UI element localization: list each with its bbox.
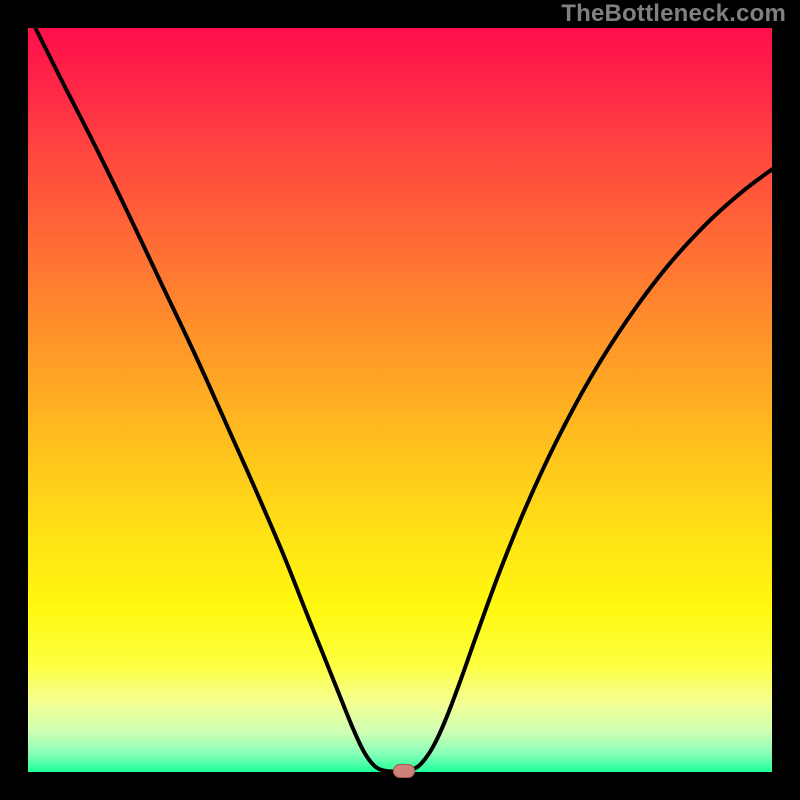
watermark-text: TheBottleneck.com: [561, 0, 786, 28]
chart-frame: TheBottleneck.com: [0, 0, 800, 800]
optimum-marker: [393, 764, 415, 778]
plot-area: [28, 28, 772, 772]
bottleneck-curve: [28, 28, 772, 772]
